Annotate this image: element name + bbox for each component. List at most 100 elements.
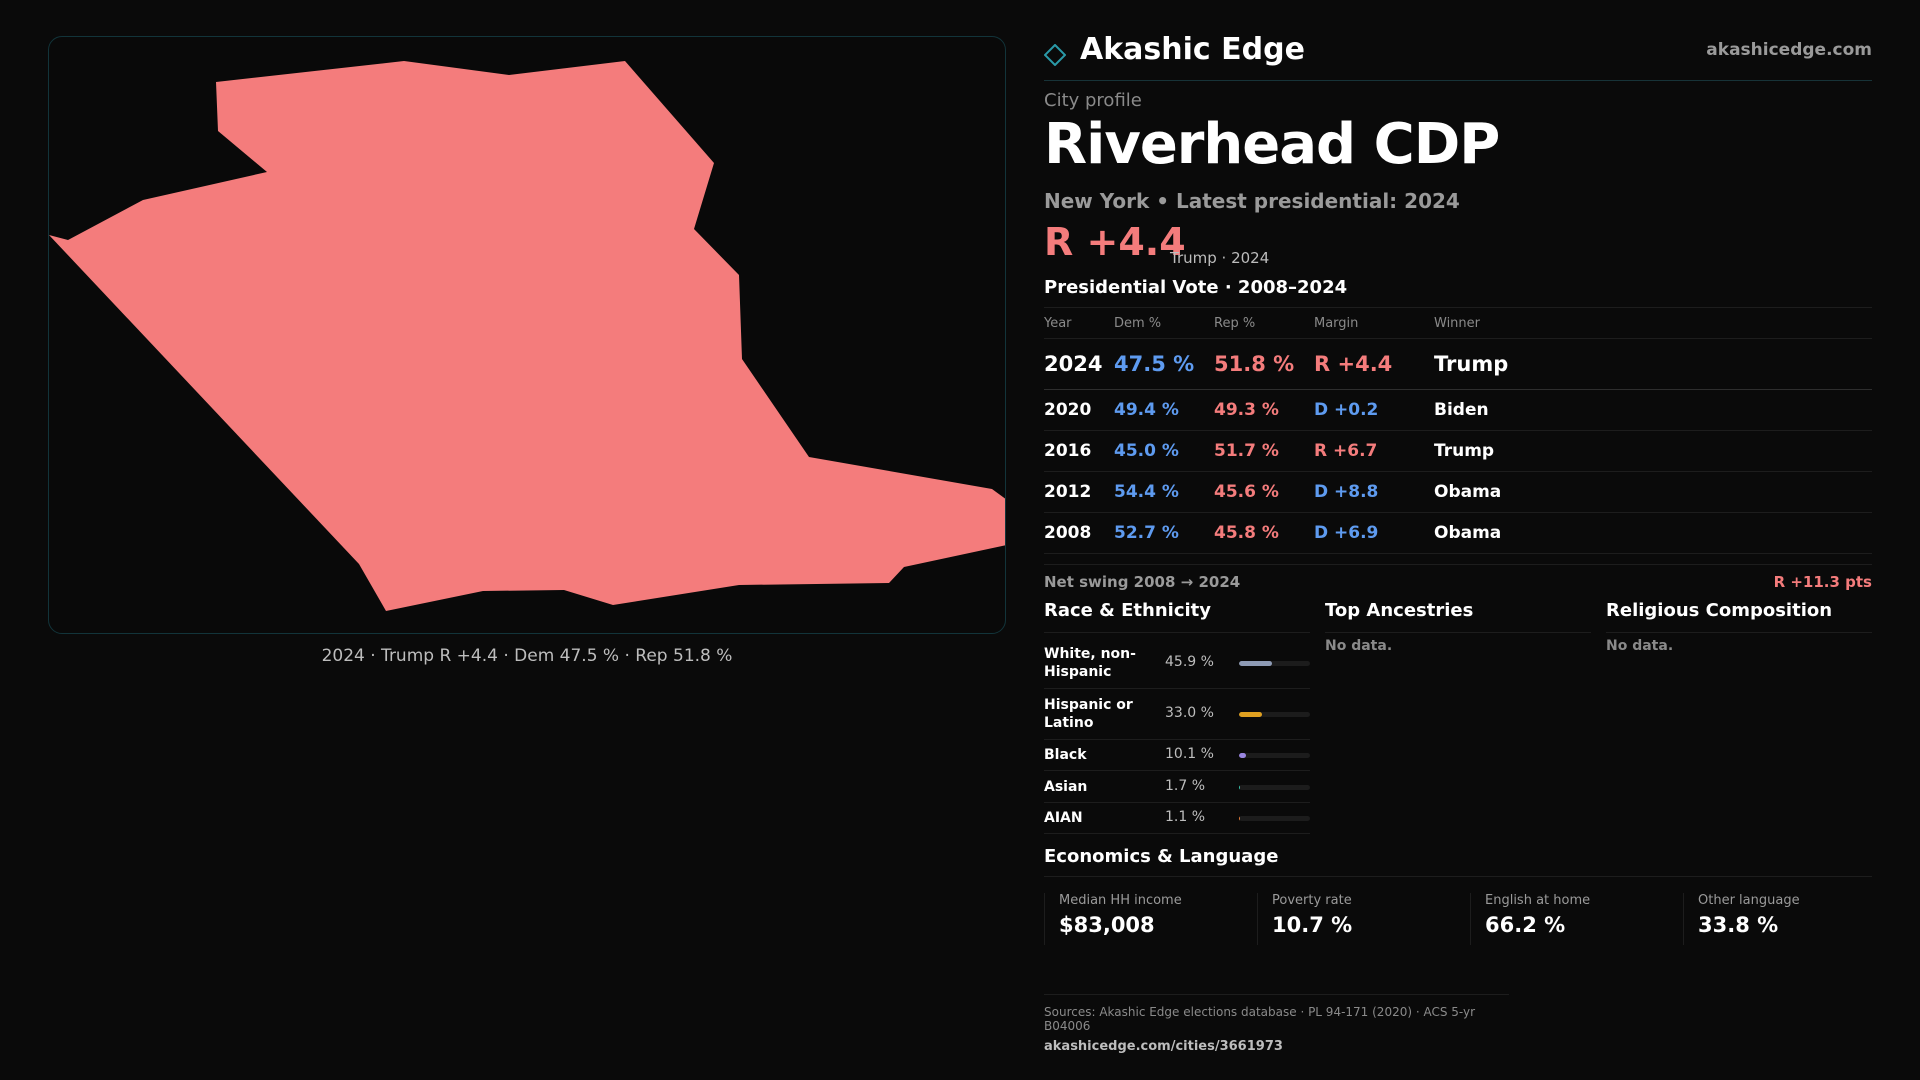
race-bar-fill: [1239, 753, 1247, 758]
page-title: Riverhead CDP: [1044, 112, 1500, 177]
cell-rep: 51.7 %: [1214, 441, 1279, 461]
race-bar-fill: [1239, 785, 1241, 790]
stat-label: Median HH income: [1059, 893, 1182, 908]
religion-section-title: Religious Composition: [1606, 600, 1872, 633]
stat-card-other-language: Other language 33.8 %: [1683, 893, 1891, 945]
net-swing-value: R +11.3 pts: [1773, 573, 1872, 591]
net-swing-label: Net swing 2008 → 2024: [1044, 573, 1241, 591]
cell-year: 2020: [1044, 400, 1092, 420]
map-caption: 2024 · Trump R +4.4 · Dem 47.5 % · Rep 5…: [321, 646, 733, 666]
district-shape[interactable]: [49, 61, 1006, 611]
sources-text: Sources: Akashic Edge elections database…: [1044, 1005, 1476, 1033]
map-svg: [49, 61, 1006, 611]
cell-dem: 47.5 %: [1114, 352, 1195, 376]
vote-table: Year Dem % Rep % Margin Winner 2024 47.5…: [1044, 307, 1872, 554]
page-subtitle: New York • Latest presidential: 2024: [1044, 189, 1460, 213]
sources-footer: Sources: Akashic Edge elections database…: [1044, 994, 1509, 1054]
header-winner: Winner: [1434, 316, 1481, 331]
brand-header: Akashic Edge akashicedge.com: [1044, 30, 1872, 81]
table-row: 2016 45.0 % 51.7 % R +6.7 Trump: [1044, 431, 1872, 472]
cell-margin: D +8.8: [1314, 482, 1379, 502]
race-name: AIAN: [1044, 810, 1083, 826]
race-pct: 1.7 %: [1165, 778, 1206, 794]
list-item: Hispanic or Latino 33.0 %: [1044, 689, 1310, 740]
cell-dem: 54.4 %: [1114, 482, 1179, 502]
cell-rep: 51.8 %: [1214, 352, 1295, 376]
stat-card-english-at-home: English at home 66.2 %: [1470, 893, 1678, 945]
cell-year: 2008: [1044, 523, 1092, 543]
stat-label: Poverty rate: [1272, 893, 1352, 908]
latest-margin-note: Trump · 2024: [1170, 249, 1270, 267]
cell-year: 2016: [1044, 441, 1092, 461]
cell-year: 2012: [1044, 482, 1092, 502]
stat-label: Other language: [1698, 893, 1800, 908]
cell-margin: R +6.7: [1314, 441, 1378, 461]
brand-url-link[interactable]: akashicedge.com: [1706, 40, 1872, 60]
latest-margin: R +4.4: [1044, 220, 1186, 264]
cell-rep: 45.6 %: [1214, 482, 1279, 502]
stat-label: English at home: [1485, 893, 1591, 908]
map-panel[interactable]: [48, 36, 1006, 634]
ancestries-section-title: Top Ancestries: [1325, 600, 1591, 633]
cell-dem: 45.0 %: [1114, 441, 1179, 461]
race-list: White, non-Hispanic 45.9 % Hispanic or L…: [1044, 638, 1310, 834]
stat-value: 33.8 %: [1698, 913, 1779, 937]
race-pct: 1.1 %: [1165, 809, 1206, 825]
diamond-logo-icon: [1044, 44, 1066, 66]
stat-value: 10.7 %: [1272, 913, 1353, 937]
race-section-title: Race & Ethnicity: [1044, 600, 1310, 633]
cell-rep: 49.3 %: [1214, 400, 1279, 420]
race-bar-track: [1239, 753, 1310, 758]
brand-name: Akashic Edge: [1080, 32, 1305, 67]
cell-margin: D +0.2: [1314, 400, 1379, 420]
economics-section-title: Economics & Language: [1044, 846, 1872, 877]
ancestries-empty-text: No data.: [1325, 638, 1393, 654]
race-bar-fill: [1239, 661, 1272, 666]
cell-winner: Biden: [1434, 400, 1489, 420]
cell-winner: Trump: [1434, 441, 1495, 461]
header-year: Year: [1044, 316, 1072, 331]
table-header-row: Year Dem % Rep % Margin Winner: [1044, 308, 1872, 339]
list-item: White, non-Hispanic 45.9 %: [1044, 638, 1310, 689]
stat-card-poverty-rate: Poverty rate 10.7 %: [1257, 893, 1465, 945]
table-row: 2024 47.5 % 51.8 % R +4.4 Trump: [1044, 339, 1872, 390]
table-row: 2012 54.4 % 45.6 % D +8.8 Obama: [1044, 472, 1872, 513]
vote-table-title: Presidential Vote · 2008–2024: [1044, 277, 1348, 298]
race-pct: 33.0 %: [1165, 705, 1214, 721]
race-bar-track: [1239, 712, 1310, 717]
race-name: White, non-Hispanic: [1044, 646, 1136, 680]
race-bar-fill: [1239, 816, 1241, 821]
cell-winner: Obama: [1434, 482, 1502, 502]
page-kicker: City profile: [1044, 90, 1142, 111]
stat-value: $83,008: [1059, 913, 1155, 937]
list-item: Black 10.1 %: [1044, 740, 1310, 771]
race-name: Black: [1044, 747, 1087, 763]
race-bar-track: [1239, 785, 1310, 790]
cell-dem: 52.7 %: [1114, 523, 1179, 543]
race-bar-track: [1239, 816, 1310, 821]
cell-dem: 49.4 %: [1114, 400, 1179, 420]
table-row: 2008 52.7 % 45.8 % D +6.9 Obama: [1044, 513, 1872, 554]
race-pct: 10.1 %: [1165, 746, 1214, 762]
list-item: AIAN 1.1 %: [1044, 803, 1310, 834]
race-name: Asian: [1044, 779, 1088, 795]
cell-winner: Obama: [1434, 523, 1502, 543]
header-dem: Dem %: [1114, 316, 1162, 331]
cell-winner: Trump: [1434, 352, 1509, 376]
header-rep: Rep %: [1214, 316, 1256, 331]
cell-rep: 45.8 %: [1214, 523, 1279, 543]
header-margin: Margin: [1314, 316, 1359, 331]
cell-margin: D +6.9: [1314, 523, 1379, 543]
net-swing-row: Net swing 2008 → 2024 R +11.3 pts: [1044, 564, 1872, 597]
race-bar-track: [1239, 661, 1310, 666]
stat-value: 66.2 %: [1485, 913, 1566, 937]
cell-margin: R +4.4: [1314, 352, 1393, 376]
list-item: Asian 1.7 %: [1044, 771, 1310, 803]
source-url-link[interactable]: akashicedge.com/cities/3661973: [1044, 1039, 1283, 1054]
race-bar-fill: [1239, 712, 1263, 717]
table-row: 2020 49.4 % 49.3 % D +0.2 Biden: [1044, 390, 1872, 431]
stat-card-median-income: Median HH income $83,008: [1044, 893, 1252, 945]
race-pct: 45.9 %: [1165, 654, 1214, 670]
cell-year: 2024: [1044, 352, 1103, 376]
race-name: Hispanic or Latino: [1044, 697, 1133, 731]
